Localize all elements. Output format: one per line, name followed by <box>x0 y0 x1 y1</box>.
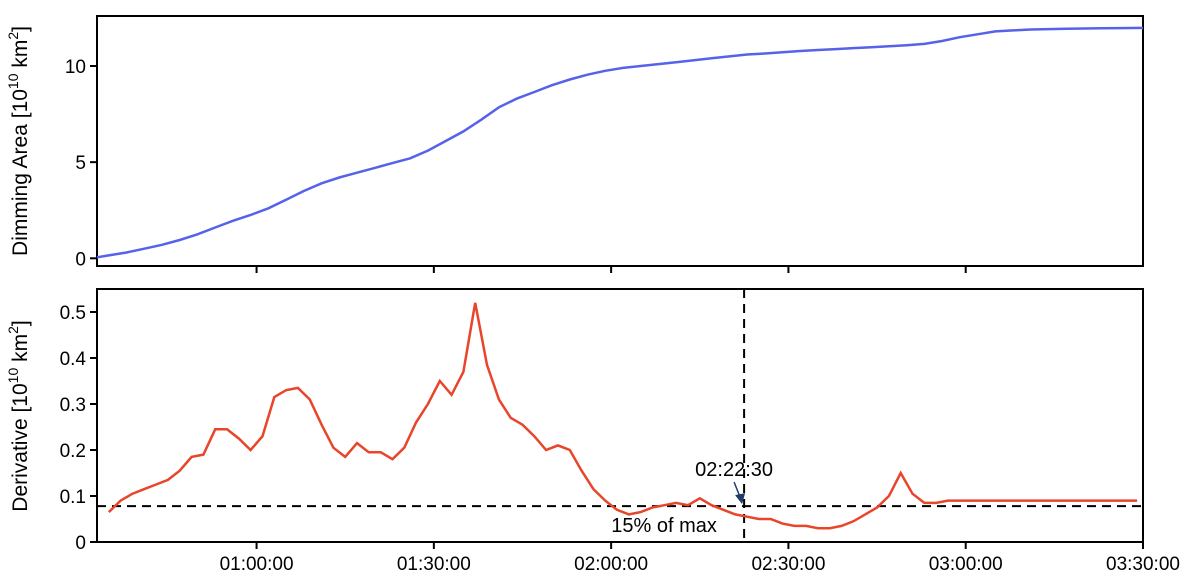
dimming-area-y-tick-label: 5 <box>75 153 86 174</box>
derivative-x-tick-label: 03:00:00 <box>929 554 1003 575</box>
derivative-axes-frame <box>96 288 1144 543</box>
dimming-area-y-tick-label: 0 <box>75 249 86 270</box>
derivative-y-axis-label: Derivative [1010 km2] <box>5 320 32 511</box>
derivative-x-tick-label: 02:00:00 <box>574 554 648 575</box>
threshold-label: 15% of max <box>611 515 717 537</box>
derivative-y-tick-label: 0.4 <box>60 349 87 370</box>
derivative-y-tick-label: 0.3 <box>60 395 86 416</box>
dimming-area-series-line <box>96 26 1144 259</box>
derivative-panel: 0 0.1 0.2 0.3 0.4 0.5 01:00:00 01:30:00 02:00:0… <box>5 288 1180 575</box>
dimming-area-axes-frame <box>96 15 1144 267</box>
dimming-area-y-tick-label: 10 <box>65 57 86 78</box>
dimming-area-x-ticks <box>255 266 967 273</box>
derivative-x-tick-label: 02:30:00 <box>751 554 825 575</box>
derivative-x-ticks: 01:00:00 01:30:00 02:00:00 02:30:00 03:00:00… <box>220 542 1180 575</box>
derivative-series-line <box>107 302 1138 530</box>
dimming-area-panel: 0 5 10 Dimming Area [1010 km2] <box>5 15 1144 273</box>
derivative-y-tick-label: 0.5 <box>60 303 86 324</box>
derivative-x-tick-label: 01:30:00 <box>397 554 471 575</box>
derivative-y-tick-label: 0.2 <box>60 441 86 462</box>
dimming-area-y-axis-label: Dimming Area [1010 km2] <box>5 26 32 256</box>
dimming-area-y-ticks: 0 5 10 <box>65 57 97 270</box>
derivative-y-ticks: 0 0.1 0.2 0.3 0.4 0.5 <box>60 303 97 554</box>
derivative-y-tick-label: 0 <box>75 533 86 554</box>
derivative-x-tick-label: 03:30:00 <box>1106 554 1180 575</box>
derivative-y-tick-label: 0.1 <box>60 487 86 508</box>
marker-time-label: 02:22:30 <box>695 459 773 481</box>
marker-arrowhead <box>735 493 746 505</box>
derivative-x-tick-label: 01:00:00 <box>220 554 294 575</box>
